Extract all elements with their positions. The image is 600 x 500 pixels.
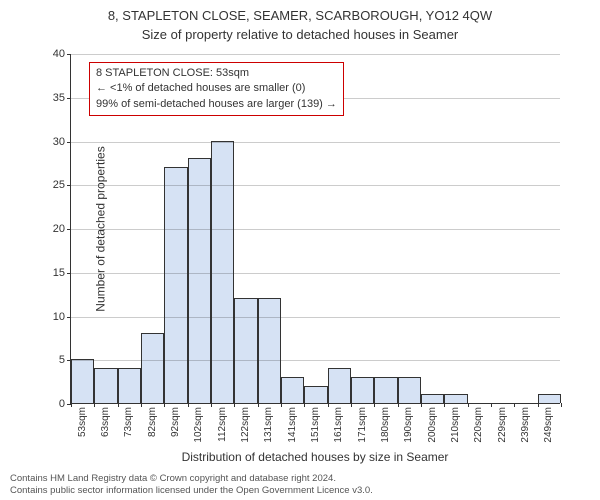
chart-area: 0510152025303540 53sqm63sqm73sqm82sqm92s… [70,54,560,404]
bar [421,394,444,403]
xtick-label: 171sqm [357,407,368,443]
bar [444,394,467,403]
xtick-label: 190sqm [403,407,414,443]
footer: Contains HM Land Registry data © Crown c… [10,473,373,496]
gridline [71,229,560,230]
xtick-mark [118,403,119,407]
footer-line1: Contains HM Land Registry data © Crown c… [10,473,373,484]
bar [211,141,234,404]
bar [398,377,421,403]
xtick-label: 131sqm [263,407,274,443]
xtick-label: 102sqm [193,407,204,443]
bar [141,333,164,403]
infobox-line2: ← <1% of detached houses are smaller (0) [96,81,337,96]
xtick-mark [514,403,515,407]
xtick-label: 122sqm [240,407,251,443]
ytick-label: 0 [59,398,65,410]
xtick-mark [561,403,562,407]
bar [164,167,187,403]
gridline [71,273,560,274]
ytick-label: 25 [53,179,65,191]
bar [538,394,561,403]
ytick-label: 5 [59,354,65,366]
xtick-mark [491,403,492,407]
xtick-mark [211,403,212,407]
xtick-mark [328,403,329,407]
bar [351,377,374,403]
xtick-label: 82sqm [147,407,158,437]
footer-line2: Contains public sector information licen… [10,485,373,496]
xtick-mark [468,403,469,407]
x-axis-label: Distribution of detached houses by size … [70,450,560,464]
xtick-label: 63sqm [100,407,111,437]
xtick-label: 200sqm [427,407,438,443]
xtick-mark [444,403,445,407]
xtick-label: 73sqm [123,407,134,437]
xtick-label: 151sqm [310,407,321,443]
bar [71,359,94,403]
xtick-mark [234,403,235,407]
bar [188,158,211,403]
ytick-mark [67,142,71,143]
xtick-label: 180sqm [380,407,391,443]
bar [258,298,281,403]
ytick-label: 20 [53,223,65,235]
xtick-mark [374,403,375,407]
bar [118,368,141,403]
ytick-mark [67,229,71,230]
xtick-mark [188,403,189,407]
xtick-label: 220sqm [473,407,484,443]
xtick-mark [141,403,142,407]
ytick-mark [67,98,71,99]
bar [328,368,351,403]
infobox-line3: 99% of semi-detached houses are larger (… [96,97,337,112]
info-box: 8 STAPLETON CLOSE: 53sqm ← <1% of detach… [89,62,344,116]
xtick-label: 141sqm [287,407,298,443]
bar [374,377,397,403]
plot: 0510152025303540 53sqm63sqm73sqm82sqm92s… [70,54,560,404]
xtick-mark [258,403,259,407]
title-main: 8, STAPLETON CLOSE, SEAMER, SCARBOROUGH,… [0,0,600,23]
xtick-mark [71,403,72,407]
xtick-label: 239sqm [520,407,531,443]
gridline [71,54,560,55]
xtick-mark [421,403,422,407]
xtick-label: 112sqm [217,407,228,442]
ytick-mark [67,185,71,186]
xtick-mark [94,403,95,407]
xtick-mark [164,403,165,407]
ytick-label: 10 [53,311,65,323]
xtick-mark [398,403,399,407]
xtick-label: 210sqm [450,407,461,443]
bar [281,377,304,403]
xtick-label: 53sqm [77,407,88,437]
gridline [71,317,560,318]
ytick-mark [67,273,71,274]
infobox-line1: 8 STAPLETON CLOSE: 53sqm [96,66,337,81]
ytick-mark [67,317,71,318]
title-sub: Size of property relative to detached ho… [0,23,600,42]
ytick-label: 40 [53,48,65,60]
gridline [71,360,560,361]
gridline [71,142,560,143]
xtick-label: 161sqm [333,407,344,443]
xtick-label: 92sqm [170,407,181,437]
ytick-label: 30 [53,136,65,148]
xtick-mark [538,403,539,407]
ytick-mark [67,360,71,361]
bar [304,386,327,404]
ytick-label: 35 [53,92,65,104]
gridline [71,185,560,186]
xtick-mark [351,403,352,407]
xtick-mark [304,403,305,407]
xtick-label: 249sqm [543,407,554,443]
xtick-mark [281,403,282,407]
ytick-mark [67,54,71,55]
bar [94,368,117,403]
ytick-label: 15 [53,267,65,279]
xtick-label: 229sqm [497,407,508,443]
bar [234,298,257,403]
